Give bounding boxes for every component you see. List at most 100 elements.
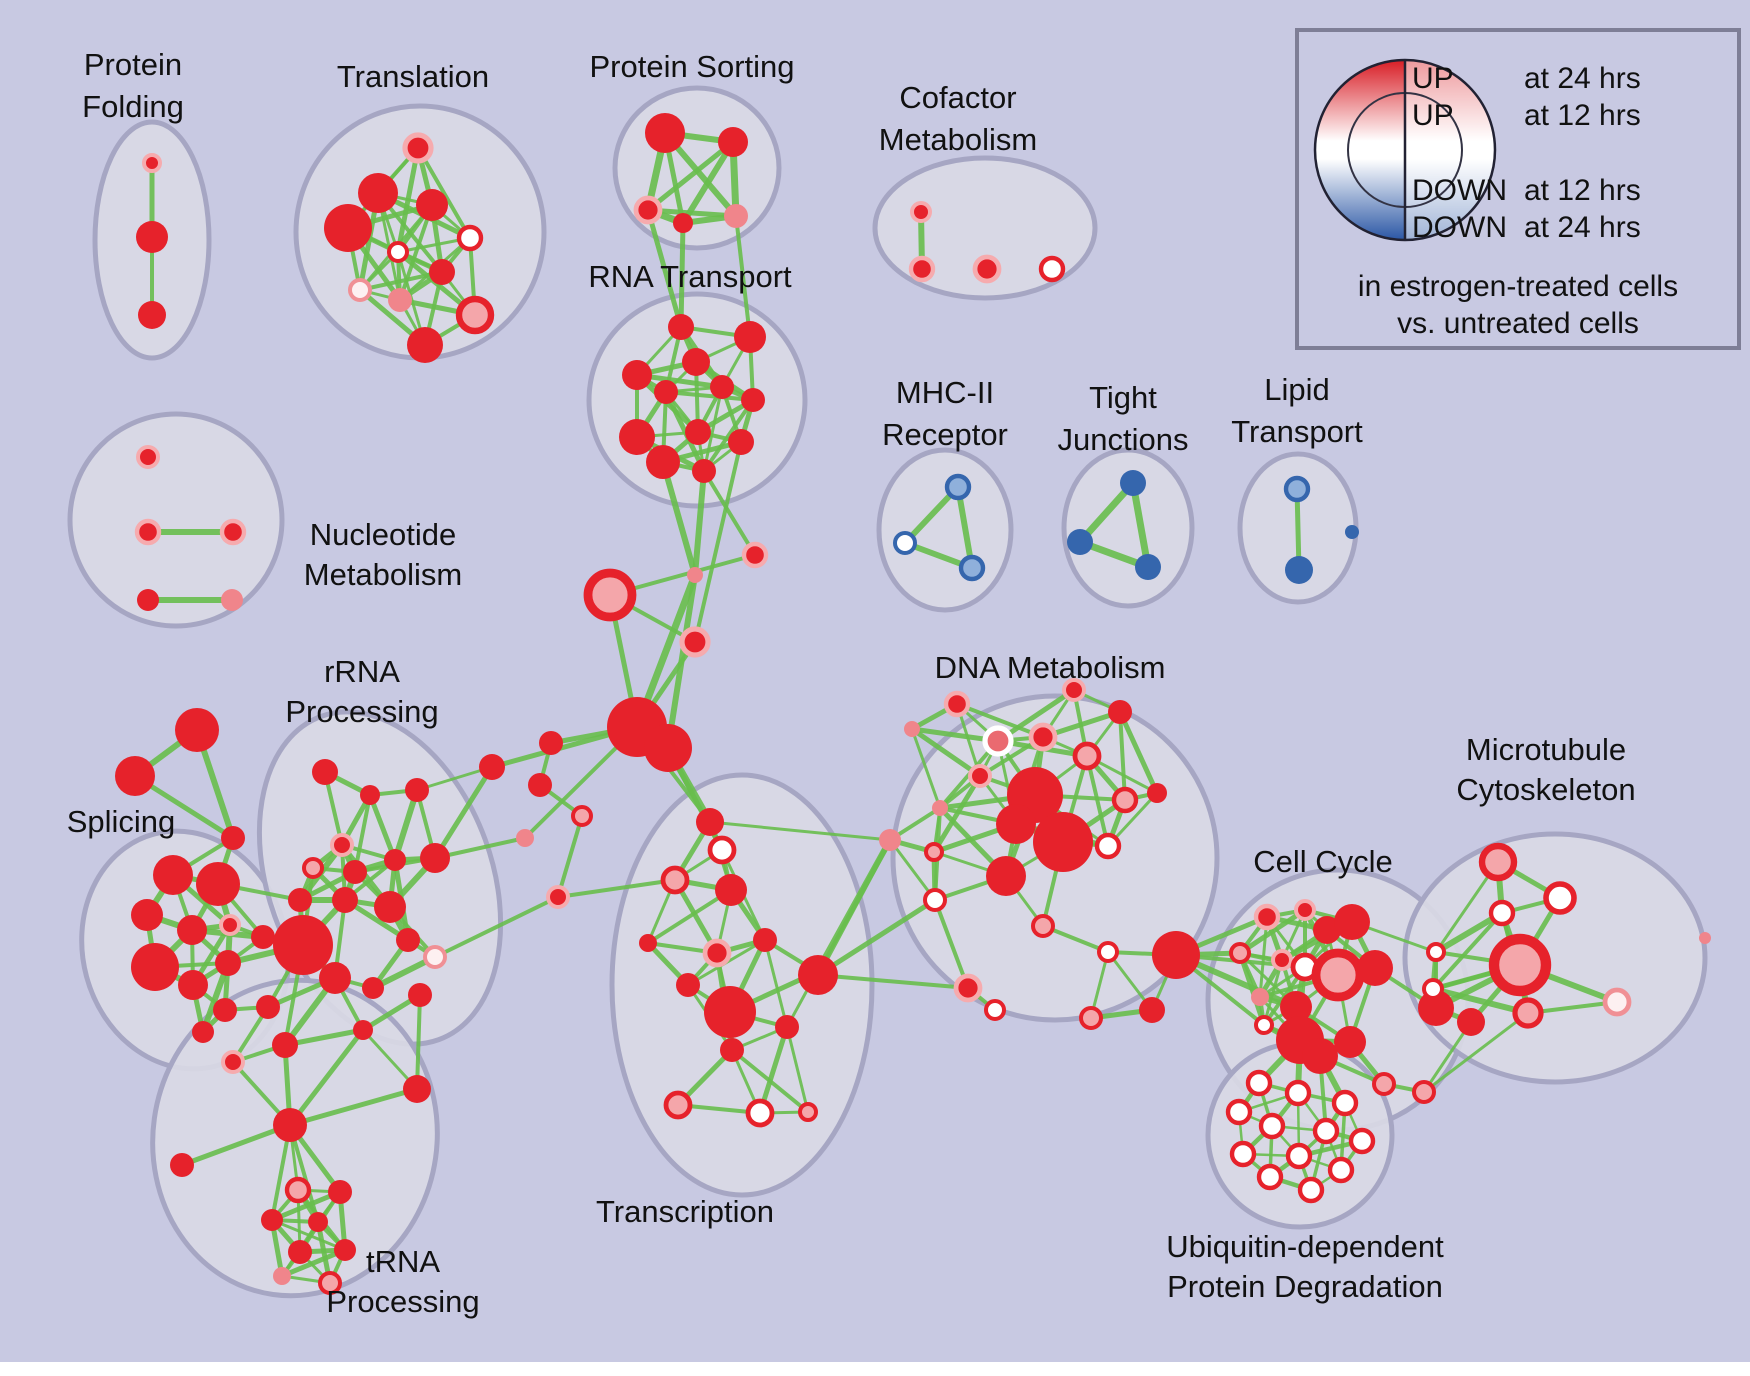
node-nucleotide-metabolism [134, 518, 162, 546]
edge-link [955, 484, 975, 571]
node-dna-metabolism [943, 690, 971, 718]
node-rrna-processing [319, 962, 351, 994]
node-nucleotide-metabolism [221, 589, 243, 611]
node-tight-junctions [1067, 529, 1093, 555]
cluster-label-mhc-ii-receptor: Receptor [882, 417, 1008, 452]
edge-dna-metabolism [1085, 754, 1110, 848]
node-rna-transport [734, 321, 766, 353]
cluster-label-rrna-processing: rRNA [324, 654, 400, 689]
node-protein-sorting [645, 113, 685, 153]
node-dna-metabolism [1062, 678, 1086, 702]
node-dna-metabolism [932, 800, 948, 816]
node-protein-folding [142, 153, 162, 173]
edge-link [415, 993, 422, 1091]
node-cell-cycle [1357, 950, 1393, 986]
edge-dna-metabolism [1117, 709, 1160, 796]
node-rna-transport [710, 375, 734, 399]
node-dna-metabolism [1111, 786, 1139, 814]
node-lipid-transport [1285, 556, 1313, 584]
cluster-label-microtubule-cytoskeleton: Microtubule [1466, 732, 1626, 767]
node-microtubule-cytoskeleton [1422, 978, 1444, 1000]
edge-transcription [757, 1024, 790, 1116]
node-rrna-processing [302, 857, 324, 879]
node-rrna-processing [374, 891, 406, 923]
node-microtubule-cytoskeleton [1426, 942, 1446, 962]
node-core [539, 731, 563, 755]
node-rrna-processing [288, 888, 312, 912]
node-rrna-processing [312, 759, 338, 785]
node-protein-sorting [673, 213, 693, 233]
node-transcription [704, 986, 756, 1038]
edge-link [678, 220, 686, 330]
node-trna-processing [272, 1032, 298, 1058]
node-dna-metabolism [904, 721, 920, 737]
node-splicing [251, 925, 275, 949]
node-transcription [663, 1090, 693, 1120]
node-transcription [639, 934, 657, 952]
node-dna-metabolism [1097, 941, 1119, 963]
node-splicing [213, 998, 237, 1022]
node-mhc-ii-receptor [893, 531, 917, 555]
node-microtubule-cytoskeleton [1543, 881, 1577, 915]
edge-dna-metabolism [909, 726, 983, 779]
node-trna-processing [334, 1239, 356, 1261]
node-translation [407, 327, 443, 363]
node-ubiquitin-degradation [1229, 1140, 1257, 1168]
cluster-label-mhc-ii-receptor: MHC-II [896, 375, 994, 410]
node-splicing [131, 899, 163, 931]
node-core [687, 567, 703, 583]
node-dna-metabolism [879, 829, 901, 851]
node-trna-processing [261, 1209, 283, 1231]
node-dna-metabolism [982, 725, 1014, 757]
node-cell-cycle [1229, 942, 1251, 964]
node-dna-metabolism [1033, 812, 1093, 872]
cluster-label-translation: Translation [337, 59, 489, 94]
node-core [546, 885, 570, 909]
node-ubiquitin-degradation [1331, 1089, 1359, 1117]
node-transcription [775, 1015, 799, 1039]
node-core [175, 708, 219, 752]
edge-link [815, 837, 893, 978]
node-translation [348, 278, 372, 302]
node-microtubule-cytoskeleton [1478, 842, 1518, 882]
edge-link [693, 440, 743, 644]
edge-link [287, 1027, 366, 1128]
cluster-label-protein-folding: Folding [82, 89, 184, 124]
cluster-label-rna-transport: RNA Transport [588, 259, 792, 294]
node-ubiquitin-degradation [1285, 1142, 1313, 1170]
node-dna-metabolism [986, 856, 1026, 896]
node-dna-metabolism [996, 804, 1036, 844]
cluster-label-tight-junctions: Tight [1089, 380, 1157, 415]
node-core [583, 568, 637, 622]
cluster-label-transcription: Transcription [596, 1194, 774, 1229]
node-protein-sorting [718, 127, 748, 157]
node-cell-cycle [1412, 1080, 1436, 1104]
node-dna-metabolism [1139, 997, 1165, 1023]
node-rna-transport [619, 419, 655, 455]
node-rna-transport [646, 445, 680, 479]
node-dna-metabolism [1147, 783, 1167, 803]
node-dna-metabolism [1031, 914, 1055, 938]
node-protein-folding [138, 301, 166, 329]
cluster-label-cell-cycle: Cell Cycle [1253, 844, 1393, 879]
edge-rna-transport [702, 385, 724, 473]
node-cell-cycle [1457, 1008, 1485, 1036]
node-translation [416, 189, 448, 221]
cluster-label-splicing: Splicing [67, 804, 176, 839]
cluster-label-cofactor-metabolism: Cofactor [899, 80, 1016, 115]
node-ubiquitin-degradation [1312, 1117, 1340, 1145]
node-splicing [215, 950, 241, 976]
node-microtubule-cytoskeleton [1602, 987, 1632, 1017]
node-rrna-processing [423, 945, 447, 969]
node-transcription [745, 1098, 775, 1128]
node-rna-transport [654, 380, 678, 404]
legend-time-3: at 24 hrs [1524, 211, 1641, 244]
edge-link [702, 469, 757, 557]
node-ubiquitin-degradation [1245, 1069, 1273, 1097]
node-rrna-processing [362, 977, 384, 999]
node-microtubule-cytoskeleton [1488, 933, 1552, 997]
node-cell-cycle [1372, 1072, 1396, 1096]
node-dna-metabolism [984, 999, 1006, 1021]
node-core [679, 626, 711, 658]
legend-direction-2: DOWN [1412, 174, 1507, 207]
